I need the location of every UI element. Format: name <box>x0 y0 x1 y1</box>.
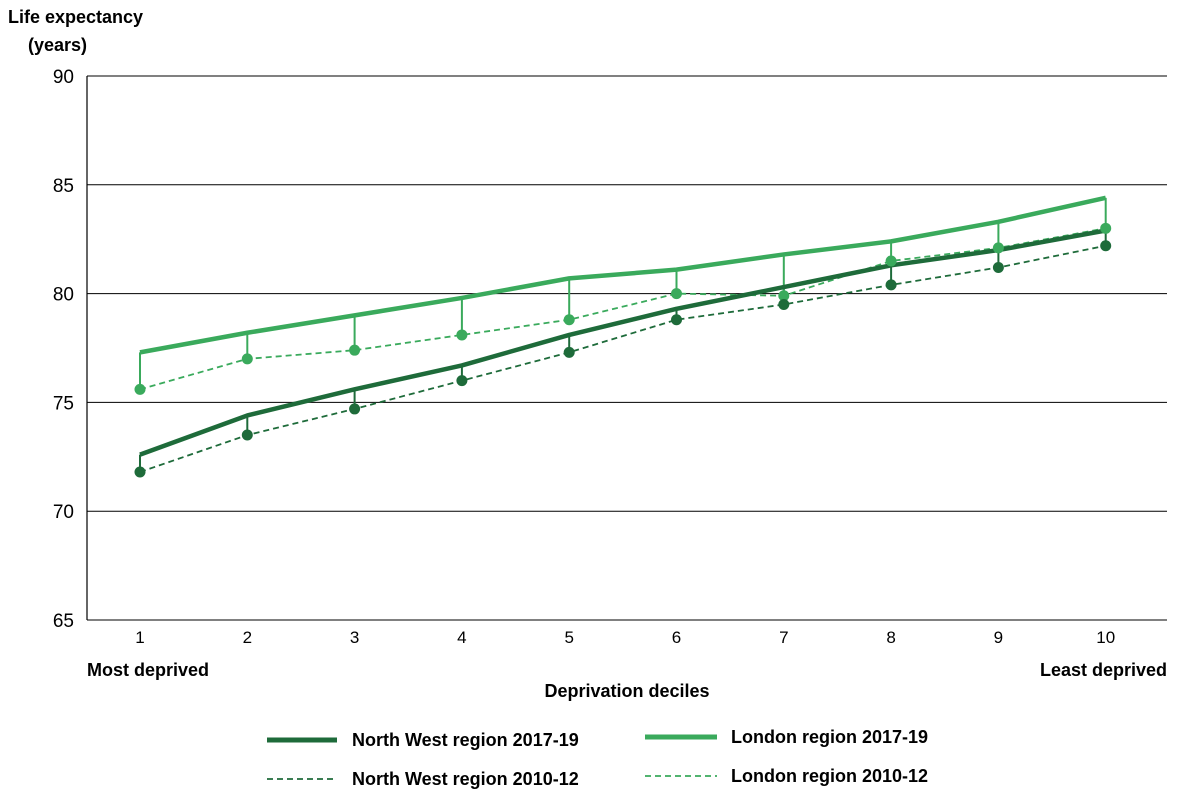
y-axis-label-line-1: Life expectancy <box>8 7 143 27</box>
x-tick-9: 9 <box>994 628 1003 647</box>
point-london-region-2010-12-9 <box>992 242 1004 254</box>
legend-label-north-west-region-2010-12: North West region 2010-12 <box>352 769 579 789</box>
point-london-region-2010-12-1 <box>134 383 146 395</box>
point-london-region-2010-12-3 <box>349 344 361 356</box>
point-north-west-region-2010-12-7 <box>778 298 790 310</box>
data-points <box>134 222 1112 478</box>
point-north-west-region-2010-12-3 <box>349 403 361 415</box>
x-tick-7: 7 <box>779 628 788 647</box>
legend-label-london-region-2017-19: London region 2017-19 <box>731 727 928 747</box>
change-connectors <box>139 197 1107 473</box>
y-tick-65: 65 <box>53 611 74 632</box>
x-tick-2: 2 <box>243 628 252 647</box>
line-north-west-region-2017-19 <box>139 228 1107 457</box>
line-north-west-region-2010-12 <box>139 244 1106 473</box>
point-north-west-region-2010-12-6 <box>671 314 682 326</box>
y-tick-90: 90 <box>53 67 74 88</box>
x-left-label: Most deprived <box>87 660 209 680</box>
x-tick-3: 3 <box>350 628 359 647</box>
y-axis-label-line-2: (years) <box>28 35 87 55</box>
gridlines <box>86 75 1167 621</box>
line-london-region-2010-12 <box>139 227 1106 391</box>
point-north-west-region-2010-12-8 <box>885 279 897 291</box>
series-lines <box>139 195 1107 473</box>
y-tick-75: 75 <box>53 393 74 414</box>
x-tick-8: 8 <box>886 628 895 647</box>
point-north-west-region-2010-12-2 <box>241 429 253 441</box>
point-london-region-2010-12-7 <box>778 290 790 302</box>
legend-label-north-west-region-2017-19: North West region 2017-19 <box>352 730 579 750</box>
point-north-west-region-2010-12-9 <box>992 261 1004 273</box>
line-london-region-2017-19 <box>139 195 1107 355</box>
x-tick-4: 4 <box>457 628 466 647</box>
point-london-region-2010-12-5 <box>563 314 575 326</box>
point-london-region-2010-12-8 <box>885 255 897 267</box>
legend: North West region 2017-19 London region 2… <box>267 727 928 789</box>
point-north-west-region-2010-12-10 <box>1100 240 1112 252</box>
point-north-west-region-2010-12-4 <box>456 375 468 387</box>
x-tick-1: 1 <box>135 628 144 647</box>
point-north-west-region-2010-12-1 <box>134 466 146 478</box>
x-tick-5: 5 <box>564 628 573 647</box>
y-tick-70: 70 <box>53 502 74 523</box>
legend-label-london-region-2010-12: London region 2010-12 <box>731 766 928 786</box>
point-london-region-2010-12-6 <box>671 288 682 300</box>
point-london-region-2010-12-10 <box>1100 222 1112 234</box>
y-tick-80: 80 <box>53 285 74 306</box>
x-axis-label: Deprivation deciles <box>544 681 709 701</box>
point-london-region-2010-12-2 <box>241 353 253 365</box>
x-right-label: Least deprived <box>1040 660 1167 680</box>
y-tick-85: 85 <box>53 176 74 197</box>
y-tick-labels: 65 70 75 80 85 90 <box>53 67 74 632</box>
x-tick-10: 10 <box>1096 628 1115 647</box>
x-tick-6: 6 <box>672 628 681 647</box>
x-tick-labels: 1 2 3 4 5 6 7 8 9 10 <box>135 628 1115 647</box>
point-north-west-region-2010-12-5 <box>563 346 575 358</box>
point-london-region-2010-12-4 <box>456 329 468 341</box>
